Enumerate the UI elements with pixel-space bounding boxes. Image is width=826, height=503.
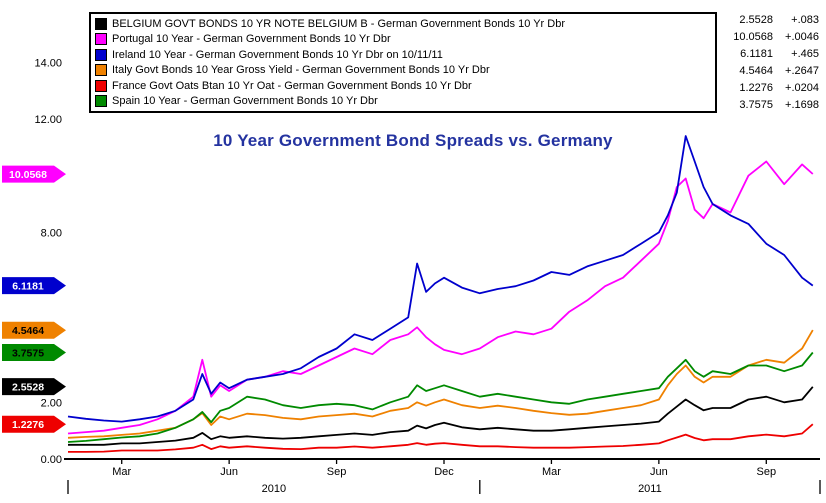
price-change: +.2647 [785,64,819,77]
axis-price-badge [2,344,66,362]
x-axis-month-label: Jun [220,466,238,478]
last-price: 4.5464 [739,64,773,77]
y-axis-label: 12.00 [34,114,62,126]
axis-price-badge [2,321,66,339]
last-price: 2.5528 [739,14,773,27]
axis-price-badge [2,277,66,295]
series-line-spain [67,351,814,443]
axis-price-badge-label: 3.7575 [12,348,44,360]
legend-item-portugal: Portugal 10 Year - German Government Bon… [95,32,711,46]
y-axis-label: 0.00 [41,454,62,466]
legend-value-portugal: 10.0568 +.0046 [719,30,819,44]
series-line-portugal [67,160,814,435]
price-change: +.083 [791,14,819,27]
y-axis-label: 14.00 [34,57,62,69]
italy-color-swatch [95,64,107,77]
ireland-color-swatch [95,48,107,61]
axis-price-badge-label: 6.1181 [12,281,44,293]
price-change: +.465 [791,48,819,61]
portugal-color-swatch [95,33,107,46]
legend-label: France Govt Oats Btan 10 Yr Oat - German… [112,79,472,92]
axis-price-badge-label: 4.5464 [12,325,44,337]
belgium-color-swatch [95,17,107,30]
y-axis-label: 8.00 [41,227,62,239]
spain-color-swatch [95,95,107,108]
price-change: +.0046 [785,31,819,44]
axis-price-badge [2,165,66,183]
legend-label: Portugal 10 Year - German Government Bon… [112,33,391,46]
price-change: +.1698 [785,98,819,111]
x-axis-month-label: Mar [112,466,131,478]
last-price: 6.1181 [740,48,773,61]
legend-item-belgium: BELGIUM GOVT BONDS 10 YR NOTE BELGIUM B … [95,17,711,31]
legend-item-spain: Spain 10 Year - German Government Bonds … [95,94,711,108]
price-change: +.0204 [785,81,819,94]
last-price: 10.0568 [733,31,773,44]
x-axis-month-label: Sep [327,466,347,478]
x-axis-month-label: Jun [650,466,668,478]
x-axis-year-label: 2010 [262,483,286,495]
legend-value-italy: 4.5464 +.2647 [719,64,819,78]
x-axis-month-label: Dec [434,466,454,478]
axis-price-badge-label: 10.0568 [9,169,47,181]
series-line-italy [67,329,814,439]
legend-label: Italy Govt Bonds 10 Year Gross Yield - G… [112,64,490,77]
legend-item-ireland: Ireland 10 Year - German Government Bond… [95,48,711,62]
legend-value-france: 1.2276 +.0204 [719,81,819,95]
legend-value-spain: 3.7575 +.1698 [719,98,819,112]
legend-box: BELGIUM GOVT BONDS 10 YR NOTE BELGIUM B … [89,12,717,113]
legend-value-ireland: 6.1181 +.465 [719,47,819,61]
legend-values-column: 2.5528 +.083 10.0568 +.0046 6.1181 +.465… [719,12,819,113]
chart-title: 10 Year Government Bond Spreads vs. Germ… [213,131,613,150]
x-axis-year-label: 2011 [638,483,662,495]
last-price: 3.7575 [739,98,773,111]
legend-item-italy: Italy Govt Bonds 10 Year Gross Yield - G… [95,63,711,77]
legend-label: Ireland 10 Year - German Government Bond… [112,48,443,61]
series-line-france [68,423,814,453]
axis-price-badge [2,378,66,396]
legend-value-belgium: 2.5528 +.083 [719,13,819,27]
axis-price-badge-label: 2.5528 [12,382,44,394]
series-line-ireland [67,135,814,423]
y-axis-label: 2.00 [41,397,62,409]
legend-label: Spain 10 Year - German Government Bonds … [112,95,378,108]
legend-item-france: France Govt Oats Btan 10 Yr Oat - German… [95,79,711,93]
x-axis-month-label: Sep [756,466,776,478]
axis-price-badge [2,415,66,433]
axis-price-badge-label: 1.2276 [12,419,44,431]
legend-label: BELGIUM GOVT BONDS 10 YR NOTE BELGIUM B … [112,17,565,30]
france-color-swatch [95,79,107,92]
last-price: 1.2276 [739,81,773,94]
x-axis-month-label: Mar [542,466,561,478]
series-line-belgium [68,386,814,446]
